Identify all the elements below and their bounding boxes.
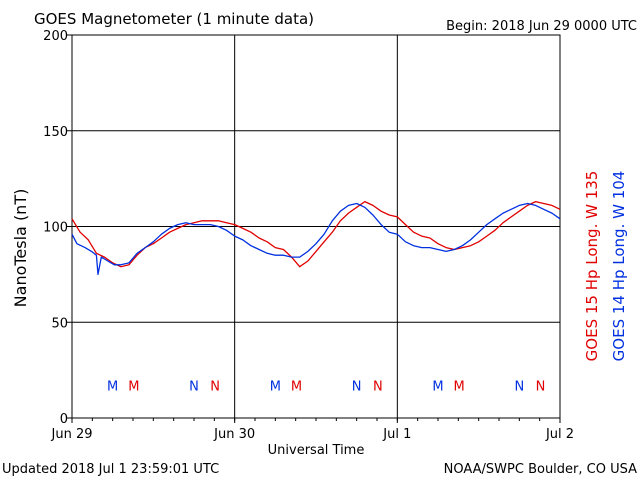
legend-goes14: GOES 14 Hp Long. W 104 xyxy=(610,171,628,362)
updated-timestamp: Updated 2018 Jul 1 23:59:01 UTC xyxy=(2,462,219,477)
y-axis-ticks: 0 50 100 150 200 xyxy=(43,29,72,427)
annotation-n-marker: N xyxy=(514,379,524,394)
series-lines xyxy=(71,200,561,276)
legend-goes15: GOES 15 Hp Long. W 135 xyxy=(583,171,601,362)
grid xyxy=(72,35,560,418)
y-tick-label: 100 xyxy=(43,221,68,236)
annotation-m-marker: M xyxy=(107,379,118,394)
credit-line: NOAA/SWPC Boulder, CO USA xyxy=(444,462,637,477)
x-tick-label: Jun 30 xyxy=(213,427,255,442)
annotation-m-marker: M xyxy=(291,379,302,394)
annotation-m-marker: M xyxy=(454,379,465,394)
begin-time: Begin: 2018 Jun 29 0000 UTC xyxy=(446,19,637,34)
chart-title: GOES Magnetometer (1 minute data) xyxy=(34,10,314,28)
x-tick-label: Jul 1 xyxy=(382,427,411,442)
y-tick-label: 50 xyxy=(51,316,68,331)
y-tick-label: 200 xyxy=(43,29,68,44)
annotation-n-marker: N xyxy=(189,379,199,394)
x-axis-ticks: Jun 29 Jun 30 Jul 1 Jul 2 xyxy=(51,418,574,442)
annotation-m-marker: M xyxy=(432,379,443,394)
annotation-n-marker: N xyxy=(373,379,383,394)
y-tick-label: 150 xyxy=(43,125,68,140)
x-axis-label: Universal Time xyxy=(268,443,365,458)
x-tick-label: Jul 2 xyxy=(545,427,574,442)
annotation-n-marker: N xyxy=(352,379,362,394)
annotation-n-marker: N xyxy=(210,379,220,394)
series-line-goes15 xyxy=(71,200,561,268)
y-axis-label: NanoTesla (nT) xyxy=(11,189,30,308)
series-line-goes14 xyxy=(71,202,561,276)
x-tick-label: Jun 29 xyxy=(51,427,93,442)
annotation-m-marker: M xyxy=(128,379,139,394)
y-tick-label: 0 xyxy=(60,412,68,427)
annotation-n-marker: N xyxy=(536,379,546,394)
annotation-m-marker: M xyxy=(270,379,281,394)
